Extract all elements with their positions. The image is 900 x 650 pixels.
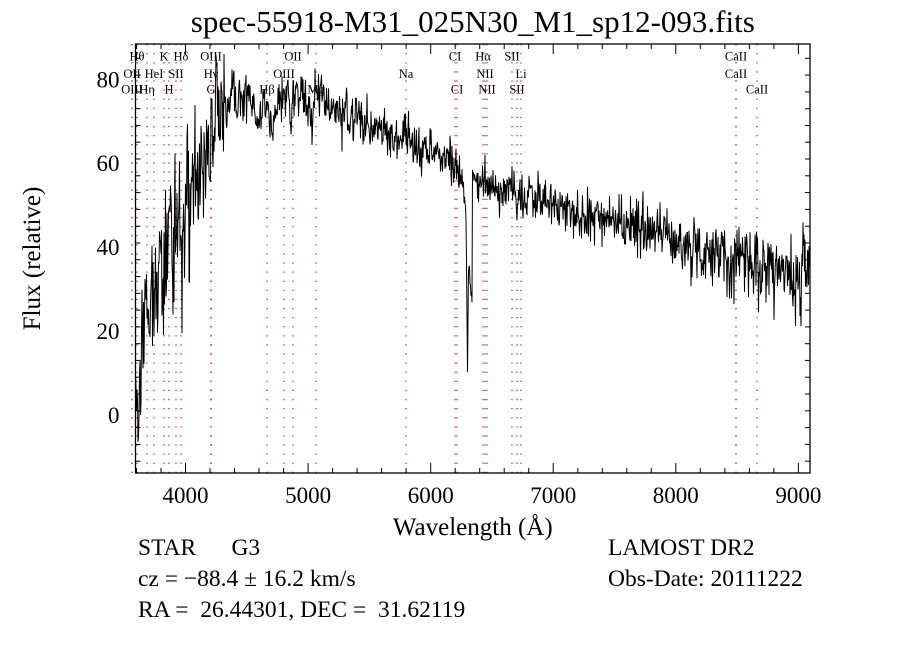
svg-text:SII: SII [168, 67, 183, 81]
svg-text:NII: NII [476, 67, 493, 81]
svg-text:20: 20 [97, 319, 120, 344]
svg-text:spec-55918-M31_025N30_M1_sp12-: spec-55918-M31_025N30_M1_sp12-093.fits [191, 4, 755, 39]
svg-text:SII: SII [504, 49, 519, 63]
svg-text:6000: 6000 [408, 483, 454, 508]
svg-text:Hδ: Hδ [174, 49, 189, 63]
svg-text:Hα: Hα [475, 49, 491, 63]
svg-text:OII: OII [284, 49, 301, 63]
svg-text:7000: 7000 [530, 483, 576, 508]
svg-text:LAMOST DR2: LAMOST DR2 [608, 535, 754, 561]
svg-text:H: H [164, 82, 173, 96]
svg-text:RA = 26.44301, DEC = 31.6211: RA = 26.44301, DEC = 31.62119 [138, 597, 465, 623]
svg-text:Li: Li [515, 67, 527, 81]
svg-text:CaII: CaII [746, 82, 768, 96]
svg-text:OIII: OIII [200, 49, 222, 63]
svg-text:Hη: Hη [139, 82, 155, 96]
svg-text:NII: NII [478, 82, 495, 96]
svg-text:Obs-Date: 20111222: Obs-Date: 20111222 [608, 566, 803, 592]
svg-text:8000: 8000 [653, 483, 699, 508]
svg-text:cz = −88.4 ± 16.2 km/s: cz = −88.4 ± 16.2 km/s [138, 566, 356, 592]
svg-text:HeI: HeI [145, 67, 164, 81]
svg-text:CI: CI [451, 82, 464, 96]
svg-text:0: 0 [108, 403, 120, 428]
svg-text:CI: CI [449, 49, 462, 63]
svg-text:K: K [159, 49, 168, 63]
svg-text:80: 80 [97, 67, 120, 92]
svg-text:9000: 9000 [775, 483, 821, 508]
svg-text:5000: 5000 [285, 483, 331, 508]
svg-text:Hγ: Hγ [204, 67, 219, 81]
svg-text:OII: OII [123, 67, 140, 81]
svg-text:4000: 4000 [163, 483, 209, 508]
svg-text:60: 60 [97, 151, 120, 176]
svg-text:Hθ: Hθ [129, 49, 144, 63]
svg-text:Mg: Mg [307, 82, 325, 96]
svg-text:40: 40 [97, 235, 120, 260]
svg-text:CaII: CaII [725, 67, 747, 81]
svg-text:Na: Na [399, 67, 414, 81]
svg-text:G: G [206, 82, 215, 96]
svg-text:OIII: OIII [273, 67, 295, 81]
svg-text:SII: SII [509, 82, 524, 96]
svg-text:Flux (relative): Flux (relative) [19, 187, 46, 331]
svg-text:CaII: CaII [725, 49, 747, 63]
svg-text:STAR G3: STAR G3 [138, 535, 260, 561]
svg-text:Hβ: Hβ [259, 82, 274, 96]
svg-text:Wavelength (Å): Wavelength (Å) [393, 514, 553, 541]
